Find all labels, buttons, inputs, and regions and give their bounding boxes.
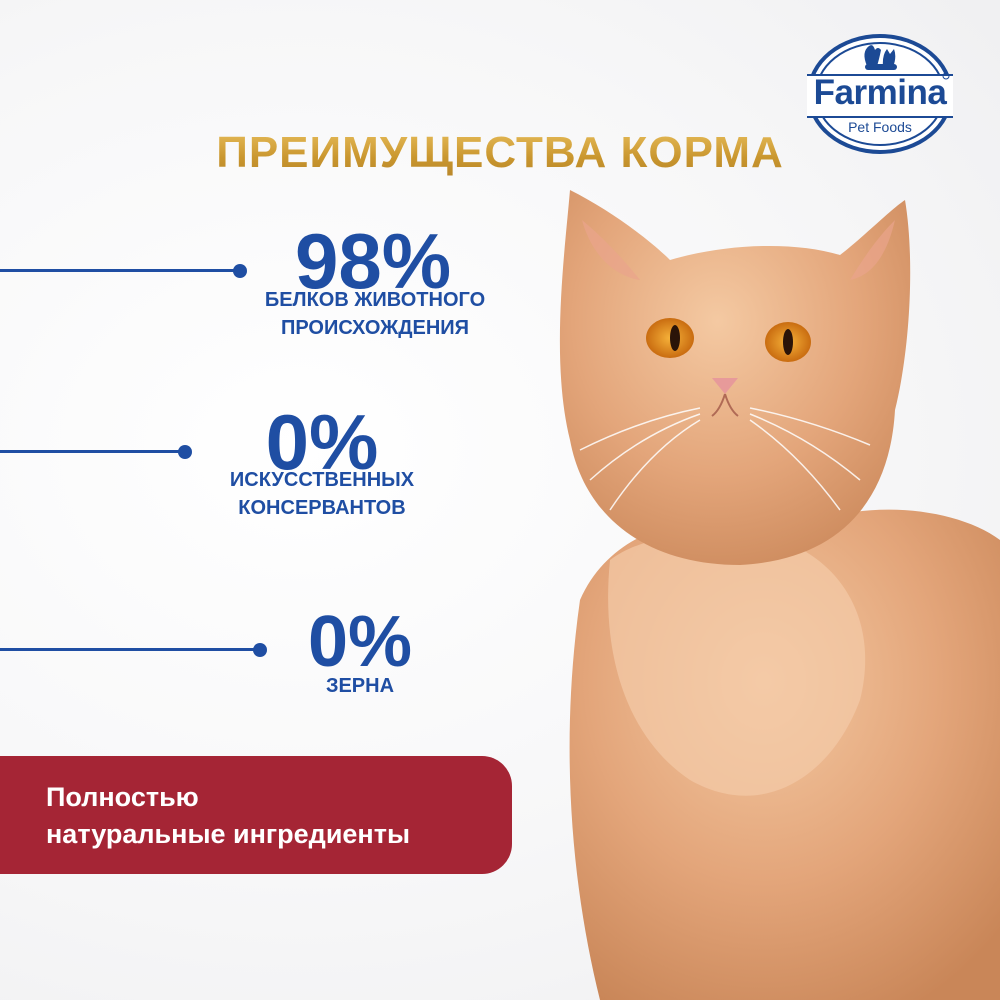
natural-ingredients-banner: Полностью натуральные ингредиенты — [0, 756, 512, 874]
farmina-logo: Farmina Pet Foods — [805, 30, 955, 155]
cat-photo — [559, 190, 1000, 1000]
stat-connector-line — [0, 269, 236, 272]
banner-line2: натуральные ингредиенты — [46, 819, 411, 849]
logo-badge-icon — [807, 34, 953, 154]
stat-connector-line — [0, 648, 258, 651]
page-title: ПРЕИМУЩЕСТВА КОРМА — [0, 128, 1000, 178]
stat-label-line2: КОНСЕРВАНТОВ — [238, 497, 406, 519]
pet-silhouette-icon — [864, 45, 897, 70]
stat-connector-line — [0, 450, 183, 453]
logo-subtitle: Pet Foods — [848, 119, 912, 135]
stat-label-line1: БЕЛКОВ ЖИВОТНОГО — [264, 289, 486, 311]
logo-wordmark: Farmina — [813, 73, 947, 112]
stat-label-line1: ЗЕРНА — [325, 675, 395, 697]
stat-value: 98% — [294, 217, 452, 305]
banner-line1: Полностью — [46, 782, 199, 812]
stat-bullet-icon — [233, 264, 247, 278]
stat-value: 0% — [307, 602, 413, 682]
stat-label-line2: ПРОИСХОЖДЕНИЯ — [280, 317, 470, 339]
stat-bullet-icon — [178, 445, 192, 459]
banner-text: Полностью натуральные ингредиенты — [46, 779, 410, 853]
stat-value: 0% — [265, 398, 379, 486]
stat-label-line1: ИСКУССТВЕННЫХ — [229, 469, 415, 491]
stat-bullet-icon — [253, 643, 267, 657]
